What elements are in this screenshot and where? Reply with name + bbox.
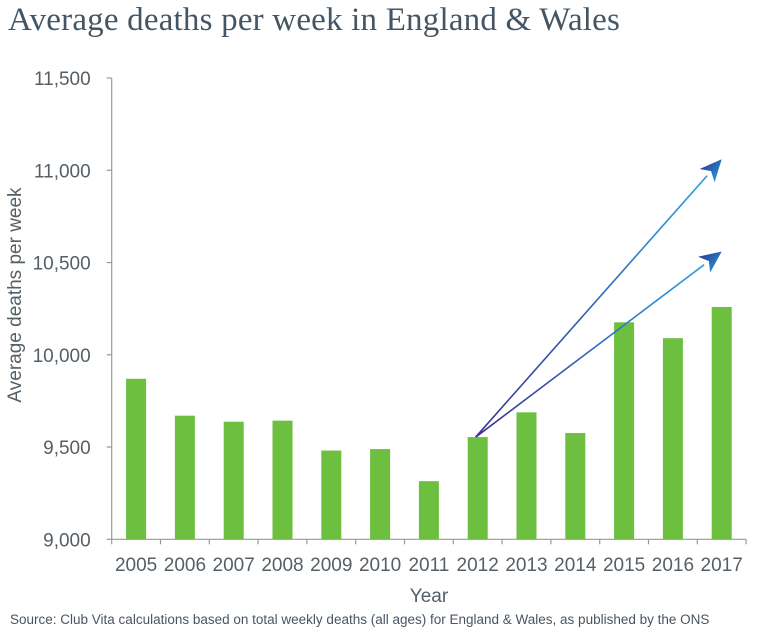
bar-2005 [126,378,147,540]
trend-arrow-line [475,264,705,438]
arrowhead-icon [698,251,722,273]
x-tick-label: 2014 [554,555,597,576]
bar-2009 [321,450,342,540]
x-tick-label: 2011 [408,555,449,576]
y-tick-label: 10,000 [33,346,91,367]
x-tick-label: 2012 [457,555,499,576]
chart-title: Average deaths per week in England & Wal… [8,2,621,38]
x-tick-label: 2017 [701,555,743,576]
x-tick-label: 2010 [359,555,401,576]
bar-2007 [223,421,244,540]
bar-2016 [662,338,683,540]
trend-arrow-line [475,175,708,438]
x-tick-label: 2013 [505,555,547,576]
bar-2012 [467,437,488,540]
bar-2014 [565,433,586,540]
source-note: Source: Club Vita calculations based on … [10,612,710,627]
x-tick-label: 2006 [164,555,206,576]
x-tick-label: 2016 [652,555,694,576]
bar-2008 [272,420,293,540]
arrowhead-icon [699,159,722,183]
bar-2011 [418,481,439,540]
y-tick-label: 10,500 [33,254,91,275]
x-tick-label: 2015 [603,555,645,576]
y-tick-label: 11,000 [34,161,91,182]
x-tick-label: 2007 [213,555,255,576]
bar-2010 [370,449,391,540]
x-tick-label: 2009 [310,555,352,576]
y-tick-label: 9,000 [43,530,91,551]
y-axis-title: Average deaths per week [5,187,26,403]
y-tick-label: 11,500 [34,69,91,90]
bar-2017 [711,306,732,540]
bar-2006 [174,415,195,540]
bar-2013 [516,412,537,540]
x-axis-title: Year [410,586,449,607]
x-tick-label: 2005 [115,555,157,576]
x-tick-label: 2008 [261,555,303,576]
y-tick-label: 9,500 [43,438,91,459]
bar-2015 [614,322,635,540]
